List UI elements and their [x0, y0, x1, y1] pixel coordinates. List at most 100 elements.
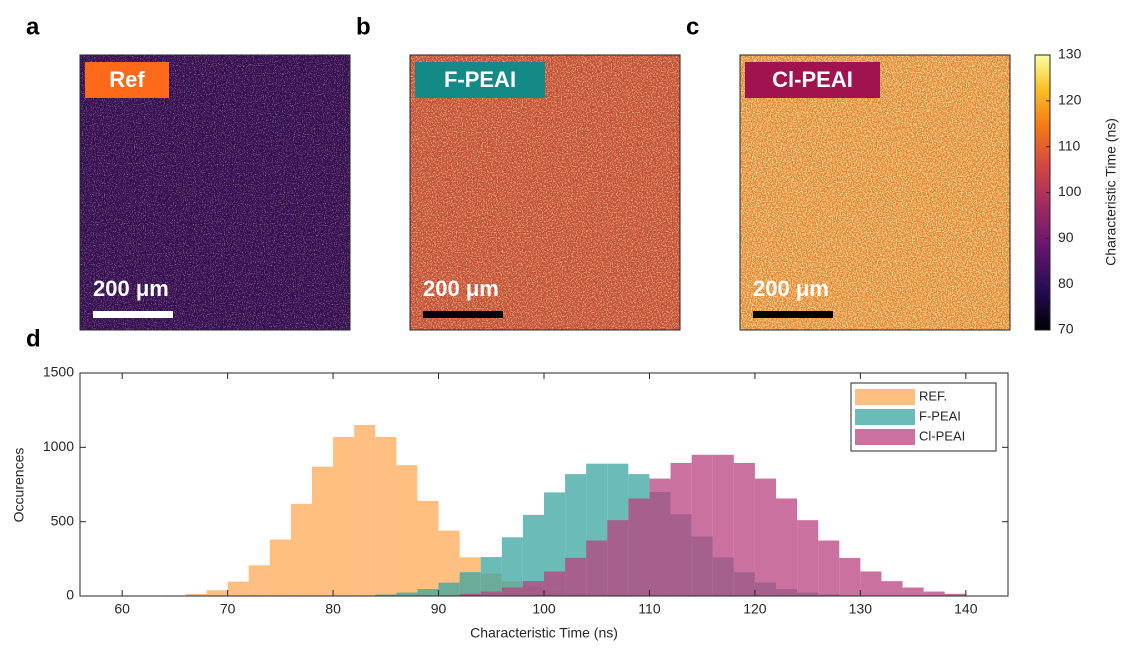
- histogram-bar: [818, 540, 840, 596]
- y-tick-label: 0: [66, 587, 74, 603]
- histogram-bar: [501, 587, 523, 596]
- x-tick-label: 90: [431, 601, 447, 617]
- colorbar-tick-label: 80: [1058, 275, 1074, 291]
- y-tick-label: 1500: [43, 364, 74, 380]
- histogram-bar: [902, 587, 924, 596]
- histogram-bar: [670, 462, 692, 596]
- label-badge: [85, 62, 169, 98]
- legend-label: REF.: [919, 388, 947, 403]
- x-tick-label: 80: [325, 601, 341, 617]
- histogram-bar: [881, 581, 903, 596]
- panel-label: F-PEAI: [444, 67, 516, 92]
- histogram: d Characteristic Time (ns) Occurences 60…: [11, 325, 1009, 641]
- histogram-bar: [417, 589, 439, 596]
- histogram-bar: [417, 500, 439, 596]
- colorbar-tick-label: 70: [1058, 321, 1074, 337]
- x-tick-label: 140: [954, 601, 978, 617]
- scale-bar: [423, 311, 503, 318]
- image-texture: [80, 55, 350, 330]
- x-tick-label: 110: [638, 601, 661, 617]
- panel-letter: d: [26, 325, 41, 352]
- histogram-bar: [206, 590, 228, 596]
- histogram-bar: [923, 591, 945, 596]
- histogram-bar: [628, 498, 650, 596]
- colorbar-tick-label: 120: [1058, 92, 1082, 108]
- x-tick-label: 70: [220, 601, 236, 617]
- histogram-bar: [944, 593, 966, 596]
- histogram-bar: [438, 530, 460, 596]
- image-frame: [739, 54, 1011, 331]
- legend-swatch: [855, 409, 915, 425]
- histogram-bar: [396, 465, 418, 596]
- image-texture: [410, 55, 680, 330]
- panel-letter: c: [686, 13, 699, 40]
- y-tick-label: 1000: [43, 438, 74, 454]
- colorbar-tick-label: 130: [1058, 46, 1082, 62]
- legend-label: Cl-PEAI: [919, 428, 965, 443]
- histogram-bar: [565, 557, 587, 596]
- histogram-bar: [544, 492, 566, 596]
- scale-bar-label: 200 μm: [423, 276, 499, 301]
- x-tick-label: 130: [849, 601, 873, 617]
- histogram-bar: [248, 565, 270, 596]
- histogram-bar: [185, 593, 207, 596]
- histogram-bar: [227, 581, 249, 596]
- colorbar-tick-label: 100: [1058, 183, 1082, 199]
- histogram-bar: [649, 478, 671, 596]
- histogram-bar: [312, 466, 334, 596]
- label-badge: [745, 62, 880, 98]
- histogram-bar: [333, 436, 355, 596]
- histogram-bar: [776, 498, 798, 596]
- histogram-bar: [269, 539, 291, 596]
- image-frame: [79, 54, 351, 331]
- histogram-bar: [522, 581, 544, 596]
- panel-label: Cl-PEAI: [772, 67, 853, 92]
- histogram-bar: [586, 540, 608, 596]
- image-frame: [409, 54, 681, 331]
- histogram-bar: [691, 454, 713, 596]
- histogram-bar: [480, 591, 502, 596]
- histogram-bar: [522, 514, 544, 596]
- panel-letter: b: [356, 13, 371, 40]
- x-axis-label: Characteristic Time (ns): [470, 625, 618, 641]
- scale-bar: [93, 311, 173, 318]
- image-texture: [740, 55, 1010, 330]
- x-tick-label: 100: [532, 601, 556, 617]
- histogram-bar: [501, 537, 523, 596]
- histogram-bar: [459, 593, 481, 596]
- y-axis-label: Occurences: [11, 448, 27, 523]
- colorbar-label: Characteristic Time (ns): [1103, 118, 1119, 266]
- histogram-bar: [375, 436, 397, 596]
- histogram-bar: [438, 582, 460, 596]
- x-tick-label: 120: [743, 601, 767, 617]
- y-tick-label: 500: [51, 512, 75, 528]
- scale-bar-label: 200 μm: [93, 276, 169, 301]
- histogram-bar: [712, 454, 734, 596]
- histogram-bar: [733, 462, 755, 596]
- x-tick-label: 60: [114, 601, 130, 617]
- legend-swatch: [855, 389, 915, 405]
- label-badge: [415, 62, 545, 98]
- scale-bar-label: 200 μm: [753, 276, 829, 301]
- histogram-bar: [459, 572, 481, 596]
- colorbar-tick-label: 90: [1058, 229, 1074, 245]
- histogram-bar: [860, 571, 882, 596]
- histogram-bar: [607, 520, 629, 596]
- histogram-bar: [290, 503, 312, 596]
- histogram-bar: [480, 557, 502, 596]
- legend-swatch: [855, 429, 915, 445]
- legend-label: F-PEAI: [919, 408, 961, 423]
- histogram-bar: [396, 592, 418, 596]
- panel-letter: a: [26, 13, 40, 40]
- histogram-bar: [754, 478, 776, 596]
- histogram-bar: [375, 594, 397, 596]
- histogram-bar: [544, 571, 566, 596]
- panel-label: Ref: [109, 67, 145, 92]
- histogram-bar: [354, 425, 376, 596]
- image-panels: a Ref 200 μm b F-PEAI 200 μm c Cl-PEAI 200 μm: [26, 13, 1011, 331]
- scale-bar: [753, 311, 833, 318]
- histogram-bar: [839, 557, 861, 596]
- histogram-bar: [797, 520, 819, 596]
- colorbar-tick-label: 110: [1058, 137, 1081, 153]
